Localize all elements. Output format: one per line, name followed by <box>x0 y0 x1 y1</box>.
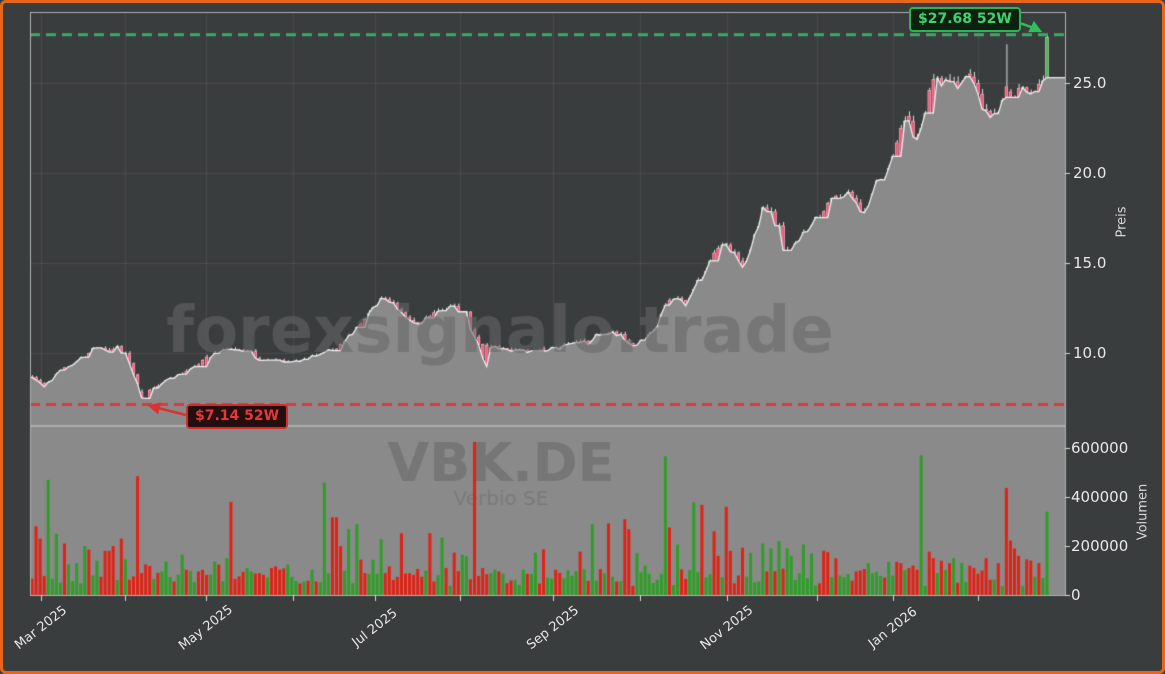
high-52w-label: $27.68 52W <box>918 11 1012 27</box>
low-52w-label: $7.14 52W <box>195 408 280 424</box>
low-52w-annotation: $7.14 52W <box>186 404 289 429</box>
high-52w-annotation: $27.68 52W <box>909 7 1021 32</box>
